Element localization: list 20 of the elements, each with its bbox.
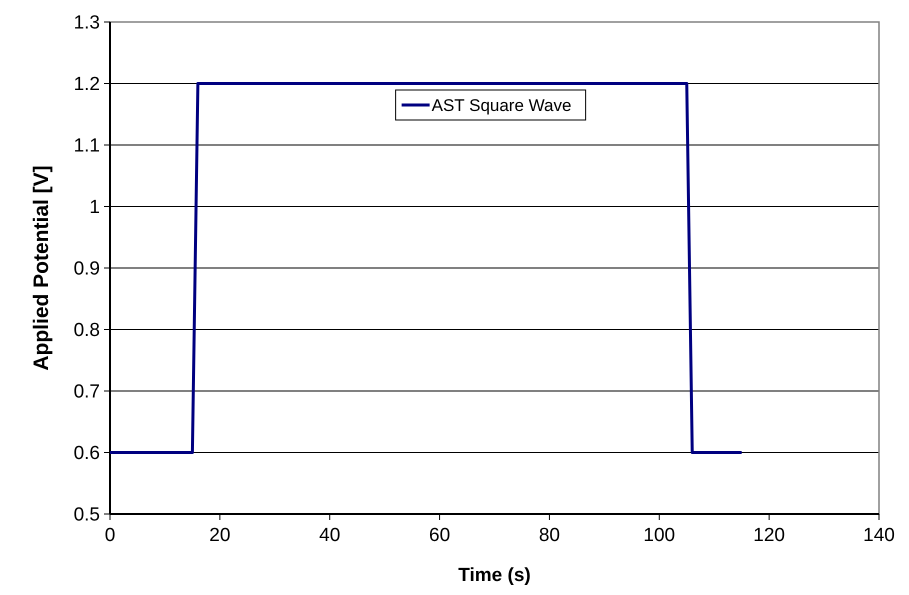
- y-tick-label: 0.7: [74, 382, 100, 403]
- legend-label: AST Square Wave: [432, 96, 572, 115]
- y-tick-label: 1.1: [74, 136, 100, 157]
- y-tick-label: 1.2: [74, 74, 100, 96]
- y-tick-label: 0.9: [74, 258, 100, 280]
- y-tick-label: 1.3: [74, 12, 100, 34]
- y-tick-label: 1: [89, 197, 100, 218]
- x-axis-title: Time (s): [458, 565, 531, 586]
- y-tick-label: 0.6: [74, 443, 100, 464]
- x-tick-label: 20: [209, 525, 230, 546]
- y-tick-label: 0.5: [74, 504, 100, 526]
- x-tick-label: 100: [643, 525, 676, 546]
- x-tick-label: 120: [753, 525, 785, 546]
- x-tick-label: 60: [429, 525, 450, 546]
- y-axis-title: Applied Potential [V]: [30, 165, 53, 371]
- y-tick-label: 0.8: [74, 320, 100, 342]
- x-tick-label: 40: [319, 525, 340, 546]
- x-tick-label: 80: [538, 525, 560, 546]
- x-tick-label: 140: [863, 525, 895, 546]
- x-tick-label: 0: [104, 525, 116, 546]
